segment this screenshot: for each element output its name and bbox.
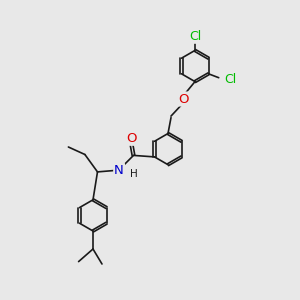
Text: Cl: Cl [189,30,201,43]
Text: Cl: Cl [225,73,237,86]
Text: O: O [126,132,136,145]
Text: H: H [130,169,138,179]
Text: O: O [178,92,189,106]
Text: N: N [114,164,124,177]
